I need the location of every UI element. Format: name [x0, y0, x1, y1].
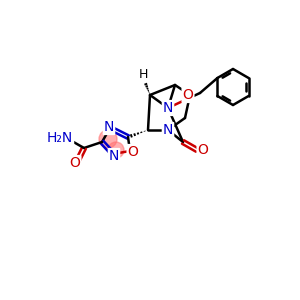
- Text: O: O: [128, 145, 138, 159]
- Text: H₂N: H₂N: [47, 131, 73, 145]
- Circle shape: [99, 130, 117, 148]
- Text: O: O: [198, 143, 208, 157]
- Text: N: N: [104, 120, 114, 134]
- Text: N: N: [163, 123, 173, 137]
- Circle shape: [108, 142, 124, 158]
- Text: O: O: [183, 88, 194, 102]
- Text: O: O: [70, 156, 80, 170]
- Text: N: N: [109, 149, 119, 163]
- Text: N: N: [163, 101, 173, 115]
- Text: H: H: [138, 68, 148, 82]
